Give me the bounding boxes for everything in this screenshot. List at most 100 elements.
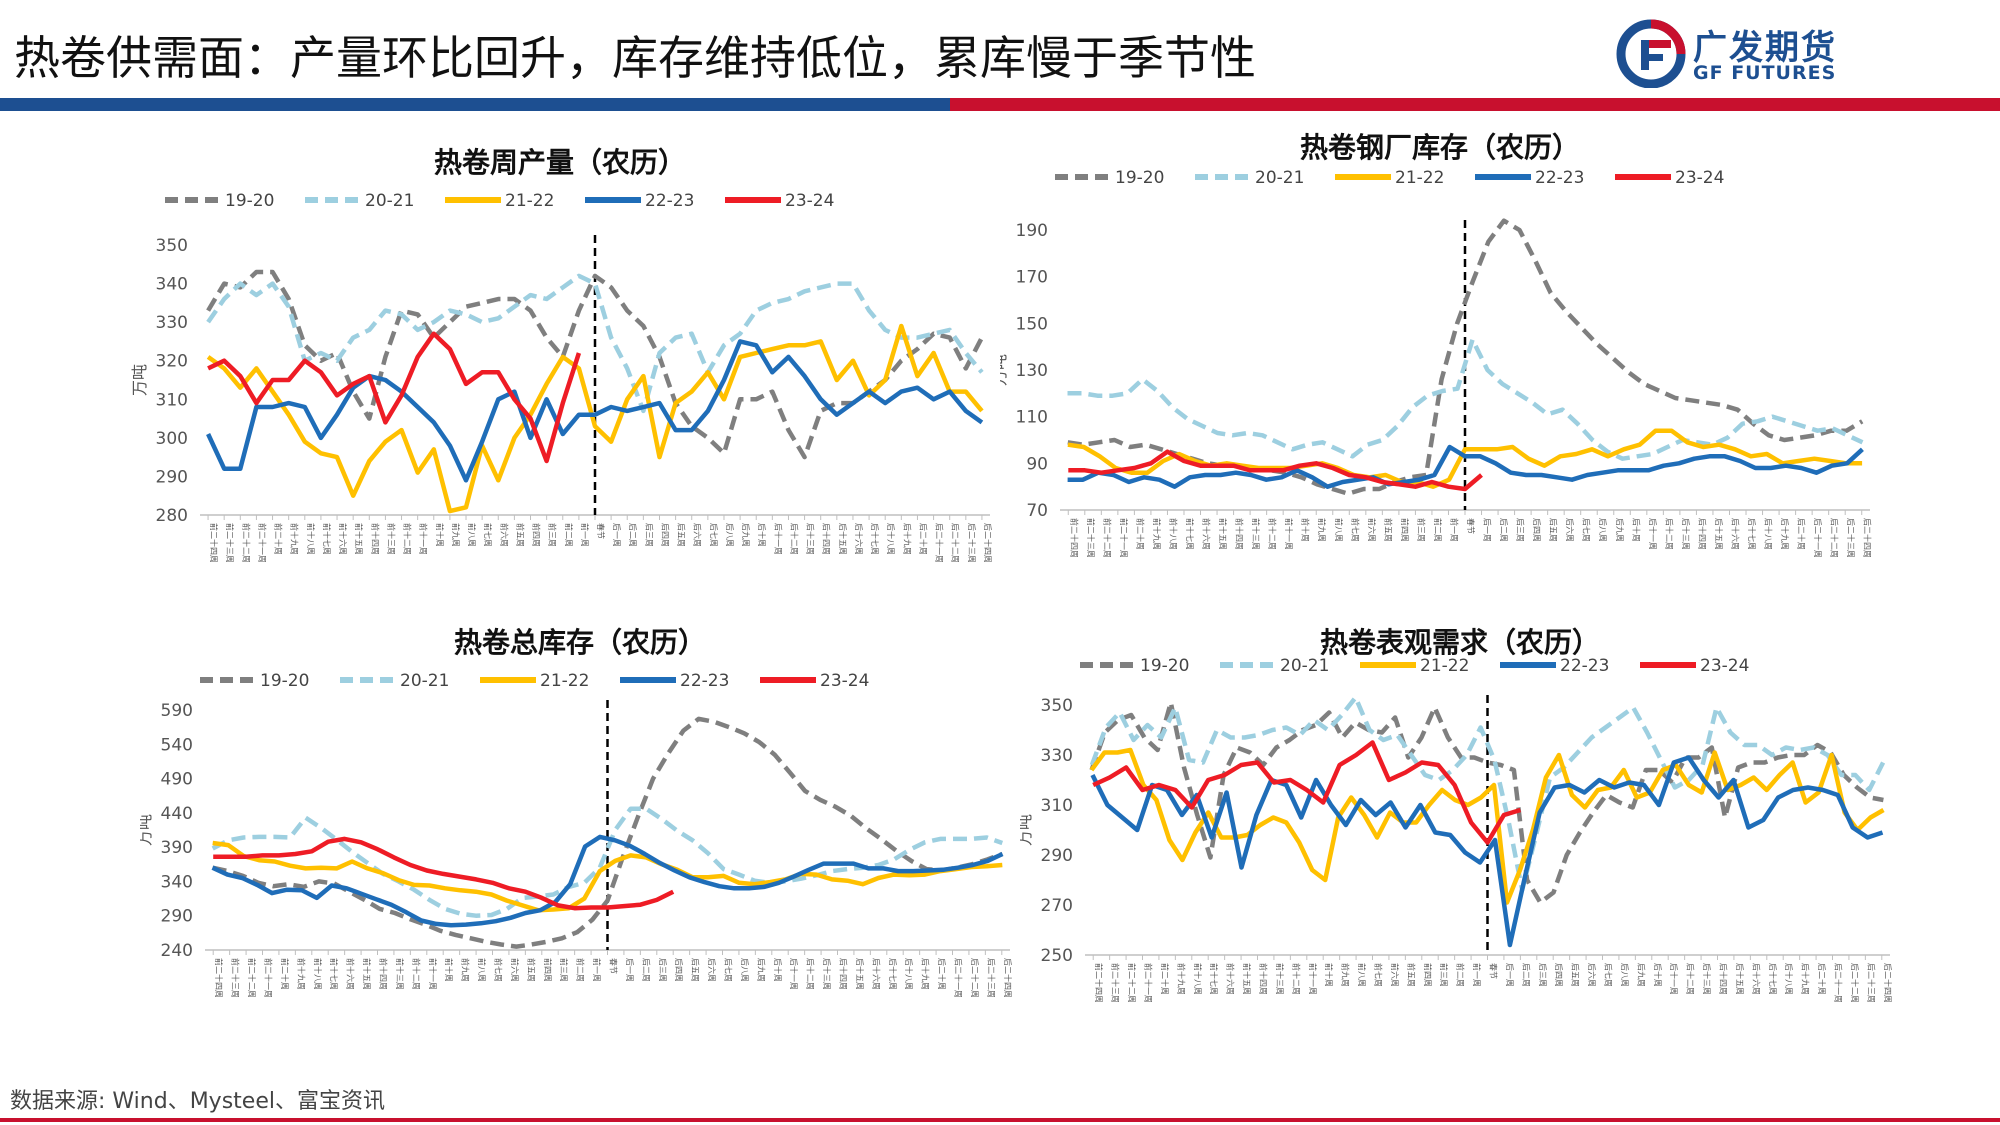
chart-3-x-tick-label: 前十九周 (296, 958, 306, 990)
svg-text:前十一周: 前十一周 (428, 958, 438, 990)
header-divider-blue (0, 98, 950, 111)
chart-4-x-tick-label: 前一周 (1472, 963, 1482, 987)
svg-text:后二周: 后二周 (1499, 518, 1509, 542)
chart-2-legend-label-21-22: 21-22 (1395, 168, 1444, 188)
svg-text:后十四周: 后十四周 (822, 523, 832, 555)
chart-3-x-tick-label: 后十六周 (871, 958, 881, 990)
chart-3-y-tick: 540 (161, 735, 193, 755)
chart-1-x-tick-label: 前五周 (515, 523, 525, 547)
chart-1-x-tick-label: 前八周 (467, 523, 477, 547)
chart-3-x-tick-label: 后十五周 (855, 958, 865, 990)
svg-text:后二十二周: 后二十二周 (1850, 963, 1860, 1003)
chart-1-x-tick-label: 后十九周 (902, 523, 912, 555)
chart-3-x-tick-label: 前八周 (477, 958, 487, 982)
svg-text:后二十四周: 后二十四周 (1863, 518, 1873, 558)
slide-title: 热卷供需面：产量环比回升，库存维持低位，累库慢于季节性 (14, 31, 1256, 85)
chart-1-series-21-22 (206, 323, 984, 514)
chart-4-x-tick-label: 后十二周 (1686, 963, 1696, 995)
chart-4-y-axis-label: 万吨 (1020, 814, 1034, 846)
chart-3-x-tick-label: 后二十周 (937, 958, 947, 990)
chart-3-x-tick-label: 前十五周 (362, 958, 372, 990)
svg-text:后八周: 后八周 (740, 958, 750, 982)
svg-text:后十三周: 后十三周 (822, 958, 832, 990)
svg-text:后五周: 后五周 (1549, 518, 1559, 542)
svg-text:后三周: 后三周 (1516, 518, 1526, 542)
svg-text:后十二周: 后十二周 (1686, 963, 1696, 995)
chart-2-y-tick: 70 (1026, 501, 1048, 521)
svg-text:前十四周: 前十四周 (379, 958, 389, 990)
chart-1-legend-label-21-22: 21-22 (505, 191, 554, 211)
svg-text:后二十三周: 后二十三周 (967, 523, 977, 563)
chart-3-y-tick: 490 (161, 770, 193, 790)
svg-text:后一周: 后一周 (625, 958, 635, 982)
svg-text:前三周: 前三周 (548, 523, 558, 547)
chart-1-x-tick-label: 后十二周 (789, 523, 799, 555)
svg-text:春节: 春节 (1466, 518, 1476, 534)
chart-2-y-tick: 90 (1026, 454, 1048, 474)
svg-text:前九周: 前九周 (451, 523, 461, 547)
chart-4-x-tick-label: 前十九周 (1176, 963, 1186, 995)
chart-2-x-tick-label: 后二十二周 (1830, 518, 1840, 558)
chart-3-x-tick-label: 后五周 (691, 958, 701, 982)
chart-1-y-tick: 320 (156, 352, 188, 372)
svg-text:前四周: 前四周 (1400, 518, 1410, 542)
chart-1-x-tick-label: 前十一周 (419, 523, 429, 555)
chart-2-x-tick-label: 前九周 (1317, 518, 1327, 542)
chart-3-x-tick-label: 前十六周 (346, 958, 356, 990)
chart-3-series-21-22 (212, 840, 1003, 913)
chart-4-x-tick-label: 后十一周 (1669, 963, 1679, 995)
chart-4-x-tick-label: 前四周 (1423, 963, 1433, 987)
chart-3-x-tick-label: 后十周 (773, 958, 783, 982)
chart-3-x-tick-label: 后十四周 (839, 958, 849, 990)
chart-3-legend-label-19-20: 19-20 (260, 671, 309, 691)
chart-3-y-tick: 340 (161, 872, 193, 892)
svg-text:前十二周: 前十二周 (1291, 963, 1301, 995)
svg-text:后十周: 后十周 (757, 523, 767, 547)
svg-text:前四周: 前四周 (532, 523, 542, 547)
chart-1-x-tick-label: 前七周 (483, 523, 493, 547)
svg-text:前二十周: 前二十周 (274, 523, 284, 555)
chart-3-x-tick-label: 前十七周 (329, 958, 339, 990)
chart-4-series-22-23 (1090, 755, 1884, 948)
chart-hrc-weekly-output: 热卷周产量（农历） 19-20 20-21 21-22 22-23 23-24 280 290… (130, 146, 993, 563)
chart-2-x-tick-label: 前八周 (1334, 518, 1344, 542)
chart-3-y-tick: 390 (161, 838, 193, 858)
svg-text:后十周: 后十周 (1631, 518, 1641, 542)
svg-text:前二十二周: 前二十二周 (1102, 518, 1112, 558)
svg-text:后一周: 后一周 (1483, 518, 1493, 542)
chart-3-x-tick-label: 前二十二周 (247, 958, 257, 998)
svg-text:前十八周: 前十八周 (1168, 518, 1178, 550)
svg-text:前十二周: 前十二周 (403, 523, 413, 555)
chart-2-x-tick-label: 后十八周 (1764, 518, 1774, 550)
chart-1-x-tick-label: 前十六周 (338, 523, 348, 555)
svg-text:前八周: 前八周 (1334, 518, 1344, 542)
chart-4-x-tick-label: 后二十一周 (1834, 963, 1844, 1003)
chart-2-legend-label-19-20: 19-20 (1115, 168, 1164, 188)
svg-text:后五周: 后五周 (691, 958, 701, 982)
chart-1-x-tick-label: 后二周 (628, 523, 638, 547)
chart-4-x-tick-label: 后十七周 (1768, 963, 1778, 995)
svg-text:前十三周: 前十三周 (1251, 518, 1261, 550)
gf-logo-icon (1616, 19, 1686, 88)
chart-3-x-tick-label: 前二十周 (280, 958, 290, 990)
svg-text:前二十一周: 前二十一周 (1119, 518, 1129, 558)
chart-3-legend-label-22-23: 22-23 (680, 671, 729, 691)
svg-text:后三周: 后三周 (1538, 963, 1548, 987)
chart-4-x-tick-label: 后十四周 (1719, 963, 1729, 995)
chart-4-x-tick-label: 后四周 (1554, 963, 1564, 987)
svg-text:后二十一周: 后二十一周 (935, 523, 945, 563)
chart-1-x-tick-label: 前二十三周 (225, 523, 235, 563)
svg-text:后一周: 后一周 (612, 523, 622, 547)
svg-text:前二周: 前二周 (576, 958, 586, 982)
chart-2-x-tick-label: 后二周 (1499, 518, 1509, 542)
chart-2-x-tick-label: 后十二周 (1664, 518, 1674, 550)
chart-1-x-tick-label: 后四周 (660, 523, 670, 547)
svg-text:前一周: 前一周 (1449, 518, 1459, 542)
chart-4-legend-label-22-23: 22-23 (1560, 656, 1609, 676)
svg-text:前二十三周: 前二十三周 (1086, 518, 1096, 558)
chart-4-x-tick-label: 后五周 (1571, 963, 1581, 987)
chart-4-x-tick-label: 后九周 (1636, 963, 1646, 987)
svg-text:前二十二周: 前二十二周 (247, 958, 257, 998)
svg-text:前十七周: 前十七周 (1209, 963, 1219, 995)
chart-4-x-tick-label: 后八周 (1620, 963, 1630, 987)
